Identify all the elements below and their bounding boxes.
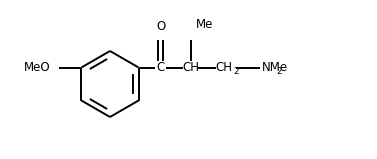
- Text: O: O: [156, 20, 165, 32]
- Text: Me: Me: [196, 18, 213, 31]
- Text: CH: CH: [215, 61, 232, 74]
- Text: CH: CH: [182, 61, 199, 74]
- Text: NMe: NMe: [262, 61, 288, 74]
- Text: 2: 2: [276, 67, 282, 76]
- Text: 2: 2: [233, 67, 239, 76]
- Text: C: C: [156, 61, 165, 74]
- Text: MeO: MeO: [24, 61, 51, 74]
